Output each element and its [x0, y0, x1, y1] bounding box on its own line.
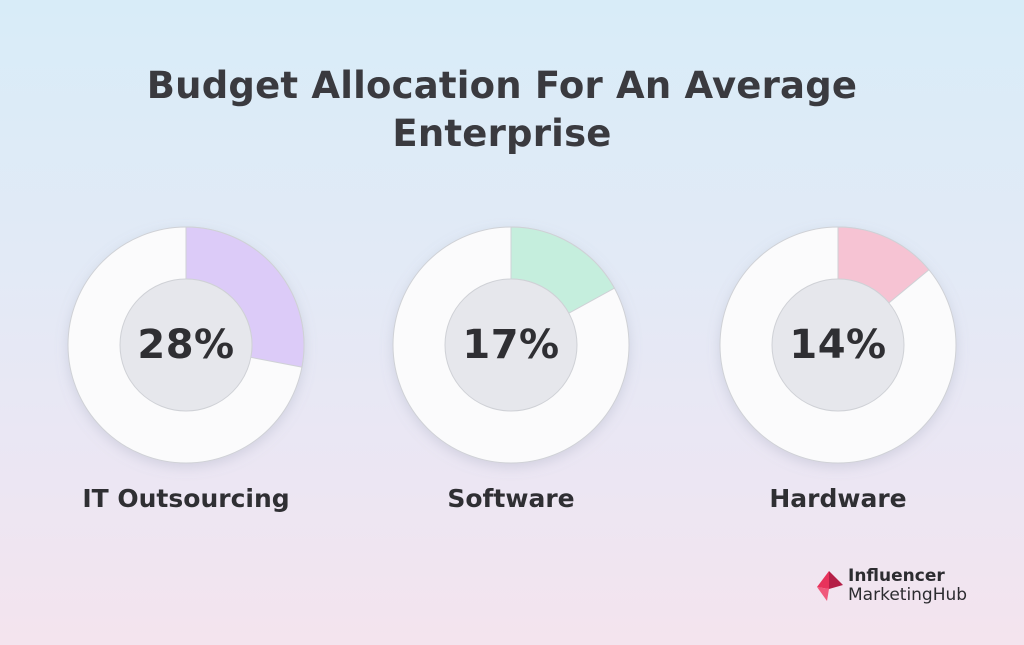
influencer-marketing-hub-logo[interactable]: Influencer MarketingHub — [815, 566, 985, 606]
label-hardware: Hardware — [769, 484, 907, 513]
donut-svg-hardware — [719, 226, 957, 464]
donut-software: 17% — [391, 225, 631, 465]
chart-title-line-2: Enterprise — [392, 112, 612, 155]
donut-svg-it-outsourcing — [67, 226, 305, 464]
donut-percent-hardware: 14% — [789, 322, 887, 368]
donut-hole-it-outsourcing — [119, 278, 253, 412]
logo-text-marketinghub: MarketingHub — [848, 585, 968, 605]
label-it-outsourcing: IT Outsourcing — [82, 484, 290, 513]
donut-percent-software: 17% — [462, 322, 560, 368]
donut-hole-hardware — [771, 278, 905, 412]
donut-hole-software — [444, 278, 578, 412]
chart-title: Budget Allocation For An Average Enterpr… — [0, 62, 1004, 158]
label-software: Software — [447, 484, 575, 513]
chart-title-line-1: Budget Allocation For An Average — [146, 64, 858, 107]
logo-text-influencer: Influencer — [848, 566, 945, 586]
logo-mark-icon — [817, 571, 843, 601]
donut-svg-software — [392, 226, 630, 464]
donut-percent-it-outsourcing: 28% — [137, 322, 235, 368]
donut-hardware: 14% — [718, 225, 958, 465]
donut-it-outsourcing: 28% — [66, 225, 306, 465]
